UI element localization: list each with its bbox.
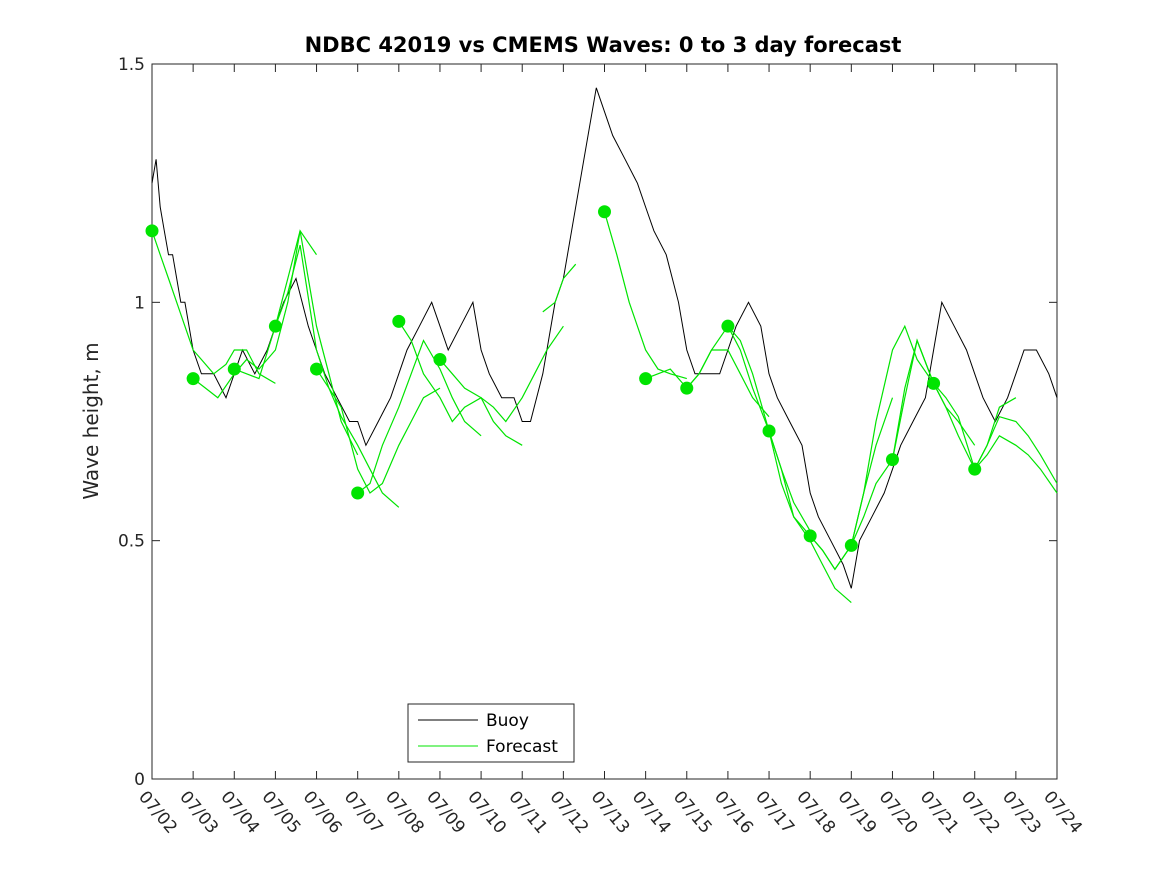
forecast-start-marker [680,381,694,395]
forecast-start-marker [351,486,365,500]
forecast-start-marker [803,529,817,543]
legend: Buoy Forecast [407,703,575,763]
forecast-run-line [850,338,976,546]
forecast-start-marker [227,362,241,376]
y-tick-label: 0.5 [118,532,145,552]
forecast-start-marker [310,362,324,376]
legend-forecast-label: Forecast [486,737,558,757]
y-axis-label: Wave height, m [79,342,103,499]
forecast-run-line [727,325,852,604]
forecast-run-line [686,325,811,532]
forecast-run-line [274,244,400,508]
forecast-run-line [933,383,1058,494]
y-tick-label: 0 [134,770,145,790]
forecast-run-line [151,230,276,384]
forecast-start-marker [433,353,447,367]
forecast-start-marker [392,314,406,328]
forecast-start-marker [885,453,899,467]
forecast-start-marker [639,372,653,386]
forecast-run-line [315,368,441,494]
forecast-start-marker [145,224,159,238]
forecast-run-line [974,415,1058,484]
legend-buoy-label: Buoy [486,711,529,731]
chart-title: NDBC 42019 vs CMEMS Waves: 0 to 3 day fo… [305,33,902,57]
forecast-run-line [891,338,1017,471]
y-tick-label: 1.5 [118,55,145,75]
forecast-run-line [398,321,523,446]
forecast-start-marker [598,205,611,219]
forecast-start-marker [844,538,858,552]
forecast-run-line [542,263,577,313]
forecast-run-line [809,324,935,571]
forecast-run-line [439,325,564,423]
legend-box [407,703,575,763]
forecast-run-line [603,211,687,380]
forecast-start-marker [927,376,941,390]
forecast-start-marker [968,462,982,476]
y-tick-label: 1 [134,293,145,313]
forecast-start-marker [762,424,776,438]
forecast-start-marker [186,372,200,386]
forecast-start-marker [268,319,282,333]
forecast-start-marker [721,319,735,333]
